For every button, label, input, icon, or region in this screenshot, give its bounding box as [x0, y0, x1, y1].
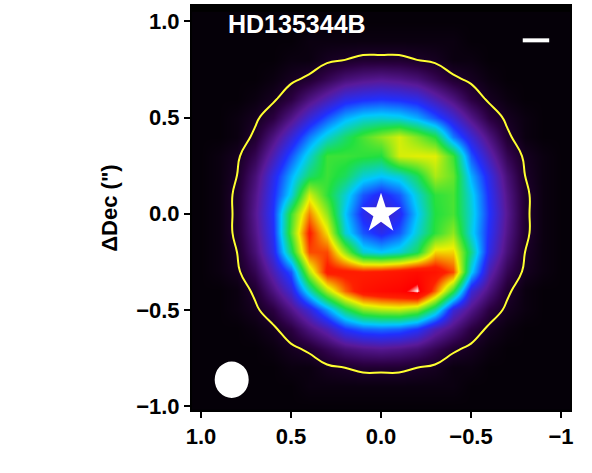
- svg-text:0.0: 0.0: [366, 424, 397, 449]
- svg-text:ΔDec ("): ΔDec ("): [97, 164, 122, 251]
- svg-text:0.0: 0.0: [149, 201, 180, 226]
- svg-text:−0.5: −0.5: [449, 424, 492, 449]
- svg-text:HD135344B: HD135344B: [228, 10, 366, 38]
- svg-text:1.0: 1.0: [149, 9, 180, 34]
- svg-text:−0.5: −0.5: [136, 298, 179, 323]
- svg-text:0.5: 0.5: [276, 424, 307, 449]
- svg-text:0.5: 0.5: [149, 105, 180, 130]
- svg-text:1.0: 1.0: [186, 424, 217, 449]
- svg-text:−1.0: −1.0: [136, 394, 179, 419]
- svg-text:−1: −1: [548, 424, 573, 449]
